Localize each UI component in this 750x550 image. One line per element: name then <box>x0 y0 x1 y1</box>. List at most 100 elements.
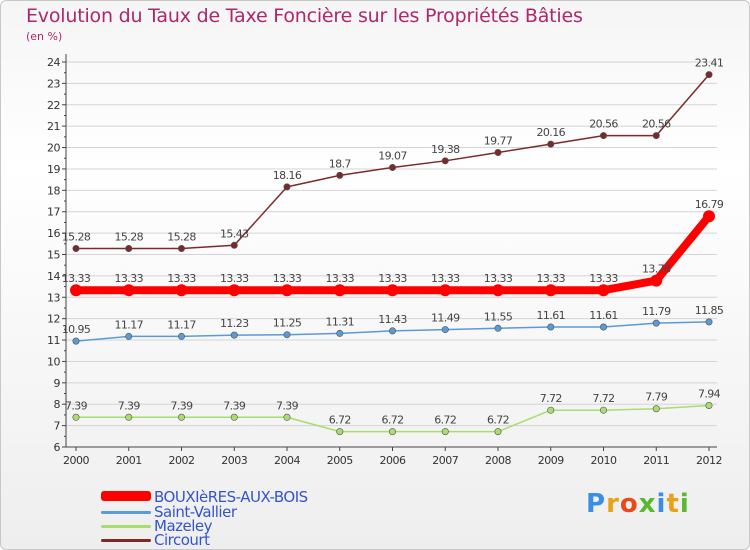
data-point <box>599 132 607 140</box>
data-point <box>228 284 241 297</box>
data-point <box>705 318 713 326</box>
data-label: 20.56 <box>642 118 671 131</box>
x-tick-label: 2001 <box>116 454 142 467</box>
data-label: 16.79 <box>695 198 724 211</box>
data-label: 15.28 <box>167 231 196 244</box>
data-point <box>175 284 188 297</box>
data-point <box>178 245 186 253</box>
legend-label: Saint-Vallier <box>154 503 237 521</box>
data-point <box>333 284 346 297</box>
data-label: 11.55 <box>484 310 513 323</box>
data-point <box>650 274 663 287</box>
data-point <box>547 406 555 414</box>
data-point <box>283 331 291 339</box>
data-point <box>547 323 555 331</box>
data-label: 7.72 <box>592 392 614 405</box>
data-point <box>70 284 82 297</box>
data-label: 13.33 <box>220 272 249 285</box>
data-label: 19.38 <box>431 143 460 156</box>
data-label: 19.07 <box>378 149 407 162</box>
y-tick-label: 16 <box>47 227 60 240</box>
x-tick-label: 2005 <box>327 454 353 467</box>
data-label: 19.77 <box>484 134 513 147</box>
x-tick-label: 2011 <box>643 454 669 467</box>
data-label: 6.72 <box>487 414 509 427</box>
data-label: 18.7 <box>329 157 352 170</box>
data-label: 15.28 <box>115 231 144 244</box>
data-label: 13.33 <box>589 272 618 285</box>
data-point <box>652 319 660 327</box>
data-label: 6.72 <box>434 414 456 427</box>
data-label: 7.79 <box>645 391 668 404</box>
data-point <box>441 326 449 334</box>
y-tick-label: 21 <box>47 120 60 133</box>
legend-swatch <box>101 539 151 542</box>
data-label: 13.33 <box>431 272 460 285</box>
x-tick-label: 2004 <box>274 454 300 467</box>
data-point <box>72 337 80 345</box>
y-tick-label: 6 <box>54 441 61 454</box>
data-label: 7.39 <box>170 399 193 412</box>
data-point <box>599 323 607 331</box>
y-tick-label: 22 <box>47 99 60 112</box>
data-label: 13.33 <box>62 272 91 285</box>
data-point <box>122 284 135 297</box>
y-tick-label: 15 <box>47 249 60 262</box>
x-tick-label: 2002 <box>169 454 195 467</box>
data-point <box>703 210 715 223</box>
data-point <box>705 402 713 410</box>
x-tick-label: 2007 <box>432 454 458 467</box>
data-point <box>72 245 80 253</box>
data-label: 11.31 <box>326 315 355 328</box>
chart-unit-label: (en %) <box>26 30 63 43</box>
data-label: 11.43 <box>378 313 407 326</box>
logo-letter: P <box>586 489 607 519</box>
data-point <box>441 428 449 436</box>
data-label: 20.16 <box>537 126 566 139</box>
y-tick-label: 18 <box>47 184 60 197</box>
data-point <box>125 245 133 253</box>
data-point <box>336 171 344 179</box>
data-point <box>705 71 713 79</box>
y-tick-label: 14 <box>47 270 60 283</box>
data-point <box>547 140 555 148</box>
data-label: 7.39 <box>118 399 141 412</box>
x-tick-label: 2009 <box>538 454 564 467</box>
logo-letter: r <box>606 489 620 519</box>
legend-swatch <box>101 511 151 514</box>
data-label: 11.85 <box>695 304 724 317</box>
data-point <box>281 284 293 297</box>
data-point <box>439 284 452 297</box>
data-label: 15.28 <box>62 231 91 244</box>
y-tick-label: 20 <box>47 142 60 155</box>
data-point <box>544 284 557 297</box>
data-label: 13.33 <box>167 272 196 285</box>
chart-title: Evolution du Taux de Taxe Foncière sur l… <box>26 5 583 27</box>
x-tick-label: 2003 <box>221 454 247 467</box>
data-point <box>494 148 502 156</box>
x-tick-label: 2012 <box>696 454 722 467</box>
data-point <box>230 241 238 249</box>
y-tick-label: 7 <box>54 420 61 433</box>
y-tick-label: 17 <box>47 206 60 219</box>
data-label: 11.17 <box>115 318 144 331</box>
y-tick-label: 9 <box>54 377 61 390</box>
data-label: 11.25 <box>273 317 302 330</box>
data-label: 10.95 <box>62 323 91 336</box>
y-tick-label: 13 <box>47 291 60 304</box>
y-tick-label: 23 <box>47 77 60 90</box>
data-point <box>125 332 133 340</box>
data-label: 18.16 <box>273 169 302 182</box>
data-point <box>441 157 449 165</box>
legend-label: Circourt <box>154 531 210 549</box>
data-point <box>230 331 238 339</box>
legend-label: Mazeley <box>154 517 213 535</box>
y-tick-label: 10 <box>47 355 60 368</box>
data-label: 13.33 <box>378 272 407 285</box>
y-tick-label: 24 <box>47 56 60 69</box>
data-point <box>597 284 610 297</box>
logo-letter: o <box>619 489 639 519</box>
logo-letter: t <box>666 489 680 519</box>
